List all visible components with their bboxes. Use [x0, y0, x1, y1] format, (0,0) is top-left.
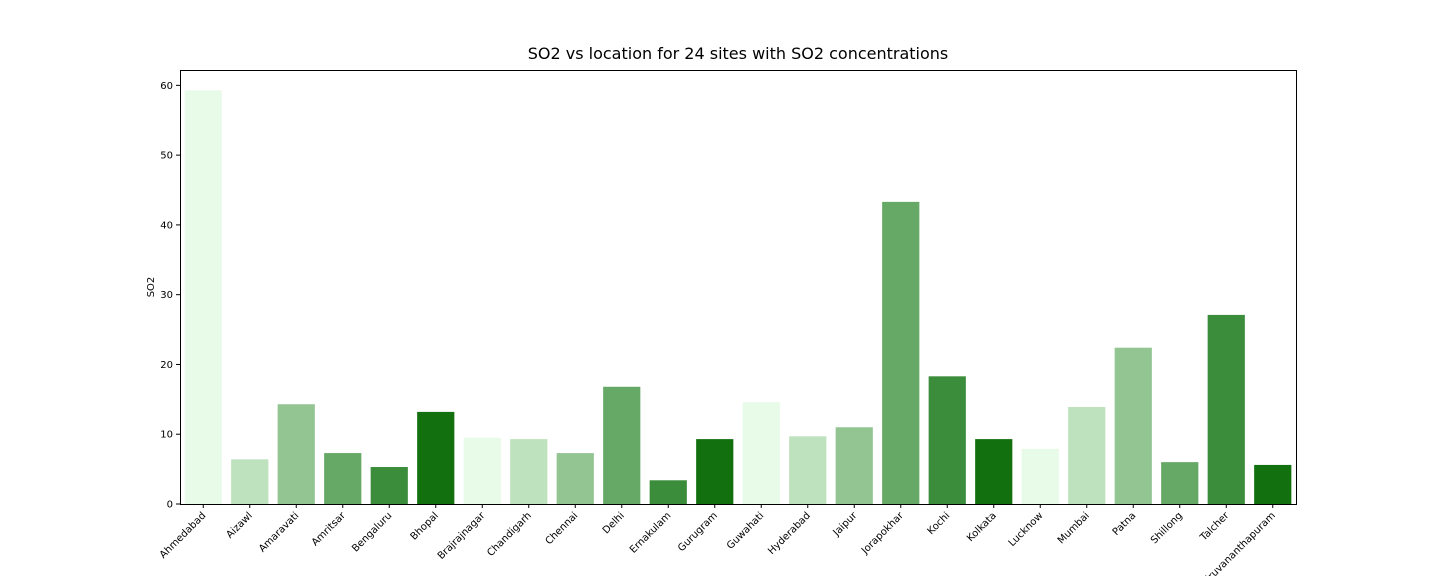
bar-kochi	[928, 376, 966, 504]
bar-talcher	[1207, 314, 1245, 504]
bar-jaipur	[835, 427, 873, 504]
x-tick-label: Shillong	[1149, 510, 1185, 546]
bar-chandigarh	[510, 439, 548, 504]
bar-mumbai	[1068, 407, 1106, 504]
bar-bengaluru	[370, 467, 408, 504]
bar-guwahati	[742, 402, 780, 504]
bar-hyderabad	[789, 436, 827, 504]
bar-patna	[1114, 347, 1152, 504]
x-tick-label: Patna	[1111, 510, 1139, 538]
y-tick-label: 20	[160, 360, 173, 371]
y-axis-ticks: 0 10 20 30 40 50 60	[160, 81, 180, 511]
bar-ahmedabad	[184, 90, 222, 504]
y-axis-label: SO2	[146, 277, 157, 298]
x-tick-label: Jaipur	[831, 510, 860, 539]
y-tick-label: 10	[160, 430, 173, 441]
x-tick-label: Lucknow	[1007, 510, 1046, 549]
bar-gurugram	[696, 439, 734, 504]
y-tick-label: 40	[160, 220, 173, 231]
bar-chennai	[556, 453, 594, 504]
x-tick-label: Chennai	[544, 510, 581, 547]
x-tick-label: Brajrajnagar	[436, 510, 488, 562]
x-tick-label: Kolkata	[965, 510, 999, 544]
bar-ernakulam	[649, 480, 687, 504]
bar-thiruvananthapuram	[1254, 464, 1292, 504]
bar-bhopal	[417, 411, 455, 504]
x-tick-label: Mumbai	[1056, 510, 1092, 546]
y-tick-label: 0	[167, 500, 173, 511]
x-tick-label: Bhopal	[409, 510, 441, 542]
x-tick-label: Ernakulam	[628, 510, 673, 555]
x-tick-label: Chandigarh	[485, 510, 534, 559]
bar-kolkata	[975, 439, 1013, 504]
y-tick-label: 50	[160, 151, 173, 162]
bar-aizawl	[231, 459, 269, 504]
x-tick-label: Kochi	[926, 510, 953, 537]
x-tick-label: Amaravati	[257, 510, 301, 554]
x-tick-label: Jorapokhar	[859, 510, 906, 557]
x-tick-label: Bengaluru	[350, 510, 394, 554]
x-tick-label: Delhi	[601, 510, 627, 536]
x-tick-label: Hyderabad	[766, 510, 813, 557]
bar-amritsar	[324, 453, 362, 504]
bar-lucknow	[1021, 448, 1059, 504]
x-tick-label: Talcher	[1198, 510, 1232, 544]
bar-brajrajnagar	[463, 437, 501, 504]
x-tick-label: Guwahati	[725, 510, 766, 551]
bar-amaravati	[277, 404, 315, 504]
y-tick-label: 60	[160, 81, 173, 92]
bar-shillong	[1161, 462, 1199, 504]
x-tick-label: Thiruvananthapuram	[1195, 510, 1278, 576]
plot-frame	[180, 70, 1297, 505]
bar-jorapokhar	[882, 201, 920, 504]
bar-group	[184, 90, 1292, 504]
x-tick-label: Amritsar	[310, 510, 349, 549]
x-axis-ticks: Ahmedabad Aizawl Amaravati Amritsar Bengalur…	[158, 504, 1278, 576]
x-tick-label: Gurugram	[676, 510, 720, 554]
x-tick-label: Aizawl	[224, 510, 254, 540]
y-tick-label: 30	[160, 290, 173, 301]
chart-title: SO2 vs location for 24 sites with SO2 co…	[528, 44, 949, 63]
bar-delhi	[603, 386, 641, 504]
x-tick-label: Ahmedabad	[158, 510, 208, 560]
